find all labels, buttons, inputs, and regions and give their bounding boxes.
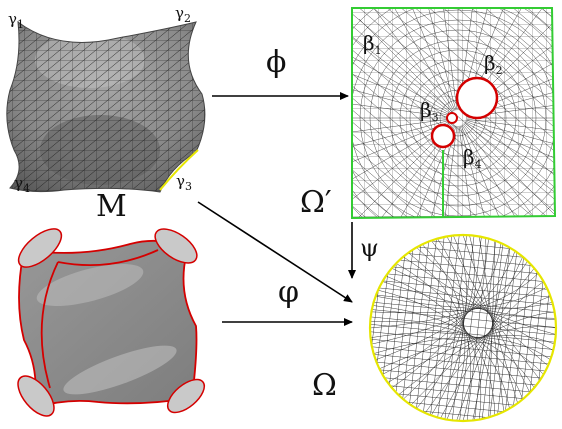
mesh-edge: [370, 331, 556, 350]
arrow-m-to-omega: [197, 201, 353, 303]
mesh-edge: [460, 125, 512, 218]
disk-domain: [368, 233, 558, 423]
hole-beta4: [430, 123, 456, 149]
mesh-ring: [419, 79, 497, 157]
beta2-label: β2: [484, 51, 503, 77]
domain-name-omega: Ω: [312, 368, 337, 403]
mesh-edge: [451, 235, 475, 421]
mesh-edge: [504, 235, 527, 421]
mesh-edge: [370, 353, 556, 373]
gamma3-highlight: [159, 149, 199, 191]
mesh-edge: [496, 235, 520, 421]
mesh-edge: [399, 235, 423, 421]
mesh-edge: [439, 8, 458, 111]
surface-cut: [17, 228, 206, 417]
planar-border: [351, 7, 557, 220]
handle-top-right: [154, 228, 198, 264]
mesh-edge: [370, 376, 556, 395]
mesh-edge: [370, 301, 556, 321]
mesh-edge: [370, 368, 556, 388]
mesh-edge: [421, 125, 457, 218]
mesh-edge: [465, 120, 555, 172]
mesh-edge: [370, 338, 556, 358]
map-label-psi: ψ: [360, 234, 379, 262]
disk-border: [368, 233, 558, 423]
beta1-label: β1: [363, 31, 382, 57]
mesh-edge: [414, 235, 438, 421]
mesh-curve: [387, 326, 556, 383]
mesh-edge: [370, 309, 556, 328]
mesh-edge: [511, 235, 534, 421]
cut-curve-top: [57, 249, 159, 266]
mesh-edge: [459, 125, 495, 218]
mesh-ring: [352, 9, 555, 218]
beta3-label: β3: [420, 98, 439, 124]
mesh-curve: [391, 237, 487, 388]
mesh-edge: [464, 121, 555, 189]
mesh-curve: [370, 273, 539, 329]
mesh-ring: [389, 49, 527, 187]
mesh-edge: [352, 120, 451, 172]
mesh-edge: [370, 316, 556, 336]
hole-beta3: [446, 112, 458, 124]
mesh-ring: [369, 29, 547, 207]
mesh-edge: [392, 235, 415, 421]
gamma4-label: γ4: [14, 174, 30, 195]
mesh-ring: [399, 59, 517, 177]
mesh-edge: [370, 420, 556, 421]
gamma2-label: γ2: [175, 4, 191, 25]
mesh-edge: [422, 235, 445, 421]
mesh-edge: [439, 125, 458, 218]
handle-bottom-right: [166, 378, 206, 414]
mesh-edge: [459, 235, 482, 421]
mesh-edge: [465, 119, 555, 155]
planar-domain: [351, 7, 557, 220]
mesh-ring: [379, 39, 537, 197]
mesh-edge: [444, 235, 467, 421]
hole-beta2: [455, 76, 499, 120]
mesh-edge: [370, 271, 556, 291]
mesh-edge: [352, 64, 451, 116]
mesh-edge: [370, 361, 556, 380]
handle-top-left: [17, 228, 63, 268]
surface-m: [6, 20, 206, 193]
mesh-edge: [474, 235, 497, 421]
handle-bottom-left: [17, 375, 55, 417]
mesh-edge: [466, 235, 490, 421]
mesh-curve: [410, 295, 551, 406]
mesh-edge: [352, 118, 451, 137]
mesh-edge: [465, 118, 555, 137]
map-label-phi-top: ϕ: [266, 45, 286, 80]
mesh-edge: [421, 8, 457, 111]
mesh-edge: [370, 286, 556, 306]
mesh-edge: [437, 235, 460, 421]
mesh-edge: [461, 124, 529, 218]
mesh-edge: [352, 119, 451, 155]
mesh-edge: [352, 81, 451, 117]
mesh-ring: [409, 69, 507, 167]
mesh-edge: [458, 125, 477, 218]
gamma1-label: γ1: [8, 10, 24, 31]
mesh-curve: [371, 287, 547, 314]
mesh-curve: [424, 281, 544, 414]
domain-name-omega-prime: Ω′: [300, 185, 332, 220]
mesh-curve: [373, 337, 551, 360]
mesh-curve: [370, 321, 535, 388]
gamma3-label: γ3: [176, 172, 192, 193]
mesh-edge: [370, 264, 556, 283]
mesh-edge: [352, 99, 451, 118]
mesh-edge: [481, 235, 505, 421]
mesh-edge: [407, 235, 430, 421]
cut-curve-left: [40, 261, 59, 389]
mesh-edge: [489, 235, 512, 421]
mesh-curve: [379, 335, 555, 369]
mesh-edge: [429, 235, 453, 421]
mesh-edge: [370, 279, 556, 298]
mesh-edge: [370, 324, 556, 343]
surface-name-m: M: [96, 189, 127, 224]
beta4-label: β4: [463, 145, 482, 171]
mesh-curve: [371, 260, 528, 345]
map-label-phi-bottom: φ: [278, 275, 299, 310]
